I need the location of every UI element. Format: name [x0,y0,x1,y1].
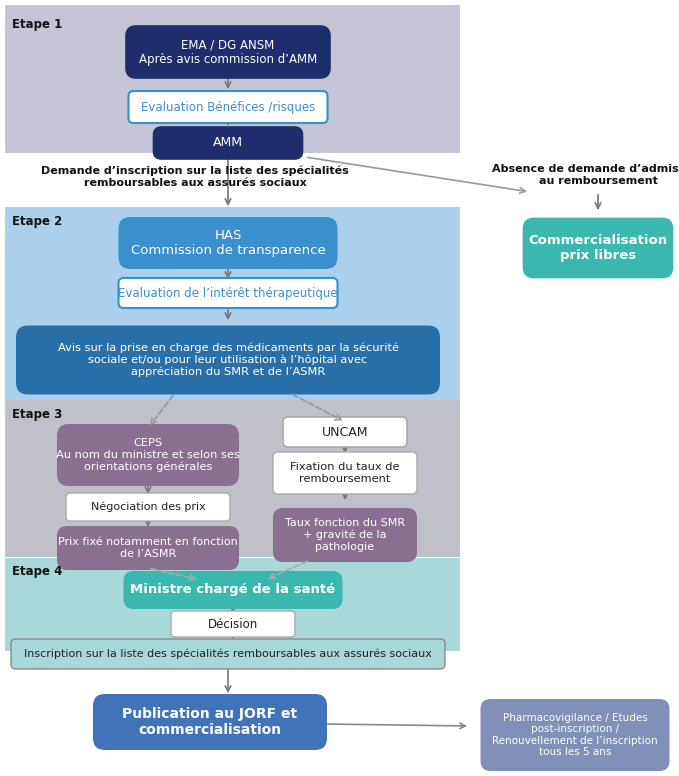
FancyBboxPatch shape [273,452,417,494]
Text: Négociation des prix: Négociation des prix [90,502,205,512]
Text: Demande d’inscription sur la liste des spécialités
remboursables aux assurés soc: Demande d’inscription sur la liste des s… [41,166,349,188]
Text: Prix fixé notamment en fonction
de l’ASMR: Prix fixé notamment en fonction de l’ASM… [58,537,238,559]
FancyBboxPatch shape [126,26,330,78]
Bar [5,207,460,400]
FancyBboxPatch shape [119,217,337,269]
Text: HAS
Commission de transparence: HAS Commission de transparence [130,229,325,257]
Text: Commercialisation
prix libres: Commercialisation prix libres [528,234,667,262]
Text: Pharmacovigilance / Etudes
post-inscription /
Renouvellement de l’inscription
to: Pharmacovigilance / Etudes post-inscript… [492,712,658,757]
FancyBboxPatch shape [16,325,440,394]
Text: Fixation du taux de
remboursement: Fixation du taux de remboursement [290,462,400,483]
FancyBboxPatch shape [57,424,239,486]
Text: Ministre chargé de la santé: Ministre chargé de la santé [130,584,335,597]
Bar [5,400,460,557]
FancyBboxPatch shape [524,219,672,278]
FancyBboxPatch shape [11,639,445,669]
Text: Etape 2: Etape 2 [12,215,62,228]
FancyBboxPatch shape [93,694,327,750]
Text: Inscription sur la liste des spécialités remboursables aux assurés sociaux: Inscription sur la liste des spécialités… [24,649,432,660]
Text: Etape 4: Etape 4 [12,565,62,578]
Text: Avis sur la prise en charge des médicaments par la sécurité
sociale et/ou pour l: Avis sur la prise en charge des médicame… [58,342,399,377]
Text: Evaluation de l’intérêt thérapeutique: Evaluation de l’intérêt thérapeutique [118,286,338,300]
Text: AMM: AMM [213,137,243,150]
FancyBboxPatch shape [153,127,303,159]
Text: Evaluation Bénéfices /risques: Evaluation Bénéfices /risques [141,101,315,113]
FancyBboxPatch shape [66,493,230,521]
FancyBboxPatch shape [119,278,337,308]
Text: EMA / DG ANSM
Après avis commission d’AMM: EMA / DG ANSM Après avis commission d’AM… [139,38,317,66]
Text: UNCAM: UNCAM [322,425,368,438]
FancyBboxPatch shape [481,699,669,771]
Text: Taux fonction du SMR
+ gravité de la
pathologie: Taux fonction du SMR + gravité de la pat… [285,518,405,552]
Text: CEPS
Au nom du ministre et selon ses
orientations générales: CEPS Au nom du ministre et selon ses ori… [56,438,240,472]
FancyBboxPatch shape [124,571,342,609]
FancyBboxPatch shape [128,91,327,123]
FancyBboxPatch shape [171,611,295,637]
Bar [5,5,460,153]
Bar [5,558,460,651]
Text: Décision: Décision [208,618,258,630]
Text: Absence de demande d’admission
au remboursement: Absence de demande d’admission au rembou… [492,164,679,185]
Text: Etape 3: Etape 3 [12,408,62,421]
FancyBboxPatch shape [273,508,417,562]
FancyBboxPatch shape [57,526,239,570]
Text: Etape 1: Etape 1 [12,18,62,31]
FancyBboxPatch shape [283,417,407,447]
Text: Publication au JORF et
commercialisation: Publication au JORF et commercialisation [122,707,297,737]
